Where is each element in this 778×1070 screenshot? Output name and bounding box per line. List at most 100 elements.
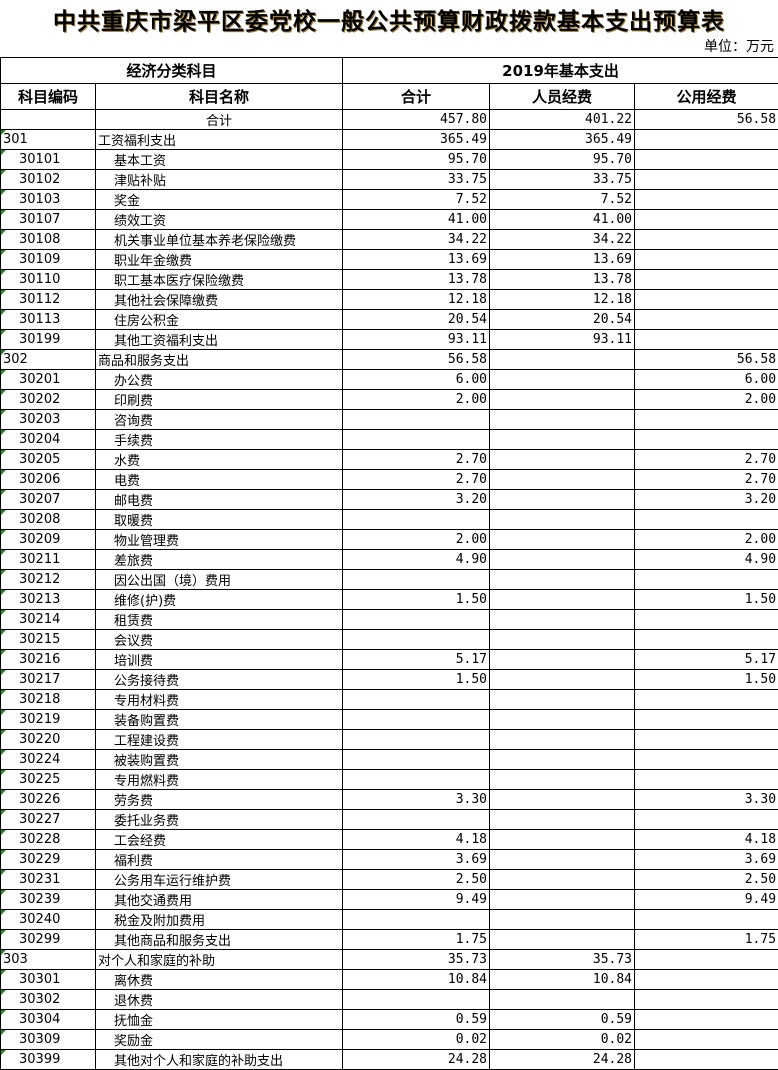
name-cell[interactable]: 基本工资	[94, 149, 344, 170]
total-cell[interactable]: 2.00	[342, 529, 491, 550]
total-cell[interactable]: 10.84	[342, 969, 491, 990]
personnel-cell[interactable]	[489, 649, 636, 670]
personnel-cell[interactable]: 365.49	[489, 129, 636, 150]
total-cell[interactable]: 20.54	[342, 309, 491, 330]
personnel-cell[interactable]	[489, 749, 636, 770]
total-cell[interactable]: 41.00	[342, 209, 491, 230]
public-cell[interactable]	[634, 1009, 778, 1030]
public-cell[interactable]: 2.50	[634, 869, 778, 890]
total-cell[interactable]: 6.00	[342, 369, 491, 390]
total-cell[interactable]	[342, 749, 491, 770]
name-cell[interactable]: 租赁费	[94, 609, 344, 630]
public-cell[interactable]: 2.00	[634, 529, 778, 550]
name-cell[interactable]: 取暖费	[94, 509, 344, 530]
code-cell[interactable]: 30215	[0, 629, 96, 650]
total-cell[interactable]: 7.52	[342, 189, 491, 210]
public-cell[interactable]	[634, 809, 778, 830]
code-cell[interactable]: 30109	[0, 249, 96, 270]
total-cell[interactable]: 0.02	[342, 1029, 491, 1050]
public-cell[interactable]: 3.69	[634, 849, 778, 870]
name-cell[interactable]: 咨询费	[94, 409, 344, 430]
personnel-cell[interactable]	[489, 869, 636, 890]
total-cell[interactable]: 4.90	[342, 549, 491, 570]
personnel-cell[interactable]	[489, 709, 636, 730]
public-cell[interactable]: 4.18	[634, 829, 778, 850]
personnel-cell[interactable]: 0.02	[489, 1029, 636, 1050]
code-cell[interactable]: 30207	[0, 489, 96, 510]
total-cell[interactable]: 12.18	[342, 289, 491, 310]
personnel-cell[interactable]	[489, 609, 636, 630]
public-cell[interactable]: 2.00	[634, 389, 778, 410]
personnel-cell[interactable]	[489, 989, 636, 1010]
public-cell[interactable]	[634, 169, 778, 190]
code-cell[interactable]: 30101	[0, 149, 96, 170]
personnel-cell[interactable]	[489, 689, 636, 710]
code-cell[interactable]: 30107	[0, 209, 96, 230]
code-cell[interactable]: 30113	[0, 309, 96, 330]
total-cell[interactable]: 2.00	[342, 389, 491, 410]
total-cell[interactable]: 93.11	[342, 329, 491, 350]
total-cell[interactable]	[342, 609, 491, 630]
personnel-cell[interactable]: 10.84	[489, 969, 636, 990]
name-cell[interactable]: 商品和服务支出	[94, 349, 344, 370]
code-cell[interactable]: 30199	[0, 329, 96, 350]
total-cell[interactable]: 95.70	[342, 149, 491, 170]
public-cell[interactable]	[634, 909, 778, 930]
public-cell[interactable]: 1.50	[634, 669, 778, 690]
public-cell[interactable]: 1.75	[634, 929, 778, 950]
public-cell[interactable]: 2.70	[634, 469, 778, 490]
code-cell[interactable]: 30226	[0, 789, 96, 810]
code-cell[interactable]: 30112	[0, 289, 96, 310]
name-cell[interactable]: 职业年金缴费	[94, 249, 344, 270]
code-cell[interactable]: 30239	[0, 889, 96, 910]
total-cell[interactable]	[342, 769, 491, 790]
public-cell[interactable]: 6.00	[634, 369, 778, 390]
personnel-cell[interactable]: 34.22	[489, 229, 636, 250]
total-cell[interactable]	[342, 629, 491, 650]
code-cell[interactable]: 30213	[0, 589, 96, 610]
total-cell[interactable]	[342, 729, 491, 750]
public-cell[interactable]	[634, 249, 778, 270]
total-cell[interactable]: 35.73	[342, 949, 491, 970]
total-cell[interactable]: 56.58	[342, 349, 491, 370]
name-cell[interactable]: 手续费	[94, 429, 344, 450]
public-cell[interactable]	[634, 989, 778, 1010]
total-cell[interactable]: 33.75	[342, 169, 491, 190]
code-cell[interactable]: 30217	[0, 669, 96, 690]
public-cell[interactable]	[634, 949, 778, 970]
total-cell[interactable]: 13.78	[342, 269, 491, 290]
name-cell[interactable]: 其他工资福利支出	[94, 329, 344, 350]
personnel-cell[interactable]	[489, 349, 636, 370]
total-cell[interactable]	[342, 709, 491, 730]
code-cell[interactable]: 30201	[0, 369, 96, 390]
personnel-cell[interactable]	[489, 909, 636, 930]
name-cell[interactable]: 抚恤金	[94, 1009, 344, 1030]
name-cell[interactable]: 绩效工资	[94, 209, 344, 230]
total-cell[interactable]: 3.30	[342, 789, 491, 810]
code-cell[interactable]: 30304	[0, 1009, 96, 1030]
personnel-cell[interactable]: 401.22	[489, 109, 636, 130]
public-cell[interactable]	[634, 629, 778, 650]
code-cell[interactable]: 302	[0, 349, 96, 370]
name-cell[interactable]: 税金及附加费用	[94, 909, 344, 930]
name-cell[interactable]: 其他交通费用	[94, 889, 344, 910]
total-cell[interactable]: 2.50	[342, 869, 491, 890]
name-cell[interactable]: 会议费	[94, 629, 344, 650]
public-cell[interactable]	[634, 429, 778, 450]
code-cell[interactable]: 30301	[0, 969, 96, 990]
name-cell[interactable]: 公务用车运行维护费	[94, 869, 344, 890]
personnel-cell[interactable]	[489, 409, 636, 430]
total-cell[interactable]: 1.50	[342, 669, 491, 690]
personnel-cell[interactable]: 20.54	[489, 309, 636, 330]
personnel-cell[interactable]	[489, 369, 636, 390]
code-cell[interactable]: 30302	[0, 989, 96, 1010]
public-cell[interactable]	[634, 189, 778, 210]
total-cell[interactable]: 1.75	[342, 929, 491, 950]
personnel-cell[interactable]: 0.59	[489, 1009, 636, 1030]
public-cell[interactable]: 2.70	[634, 449, 778, 470]
name-cell[interactable]: 工会经费	[94, 829, 344, 850]
personnel-cell[interactable]: 24.28	[489, 1049, 636, 1070]
name-cell[interactable]: 工程建设费	[94, 729, 344, 750]
public-cell[interactable]	[634, 569, 778, 590]
name-cell[interactable]: 合计	[94, 109, 344, 130]
